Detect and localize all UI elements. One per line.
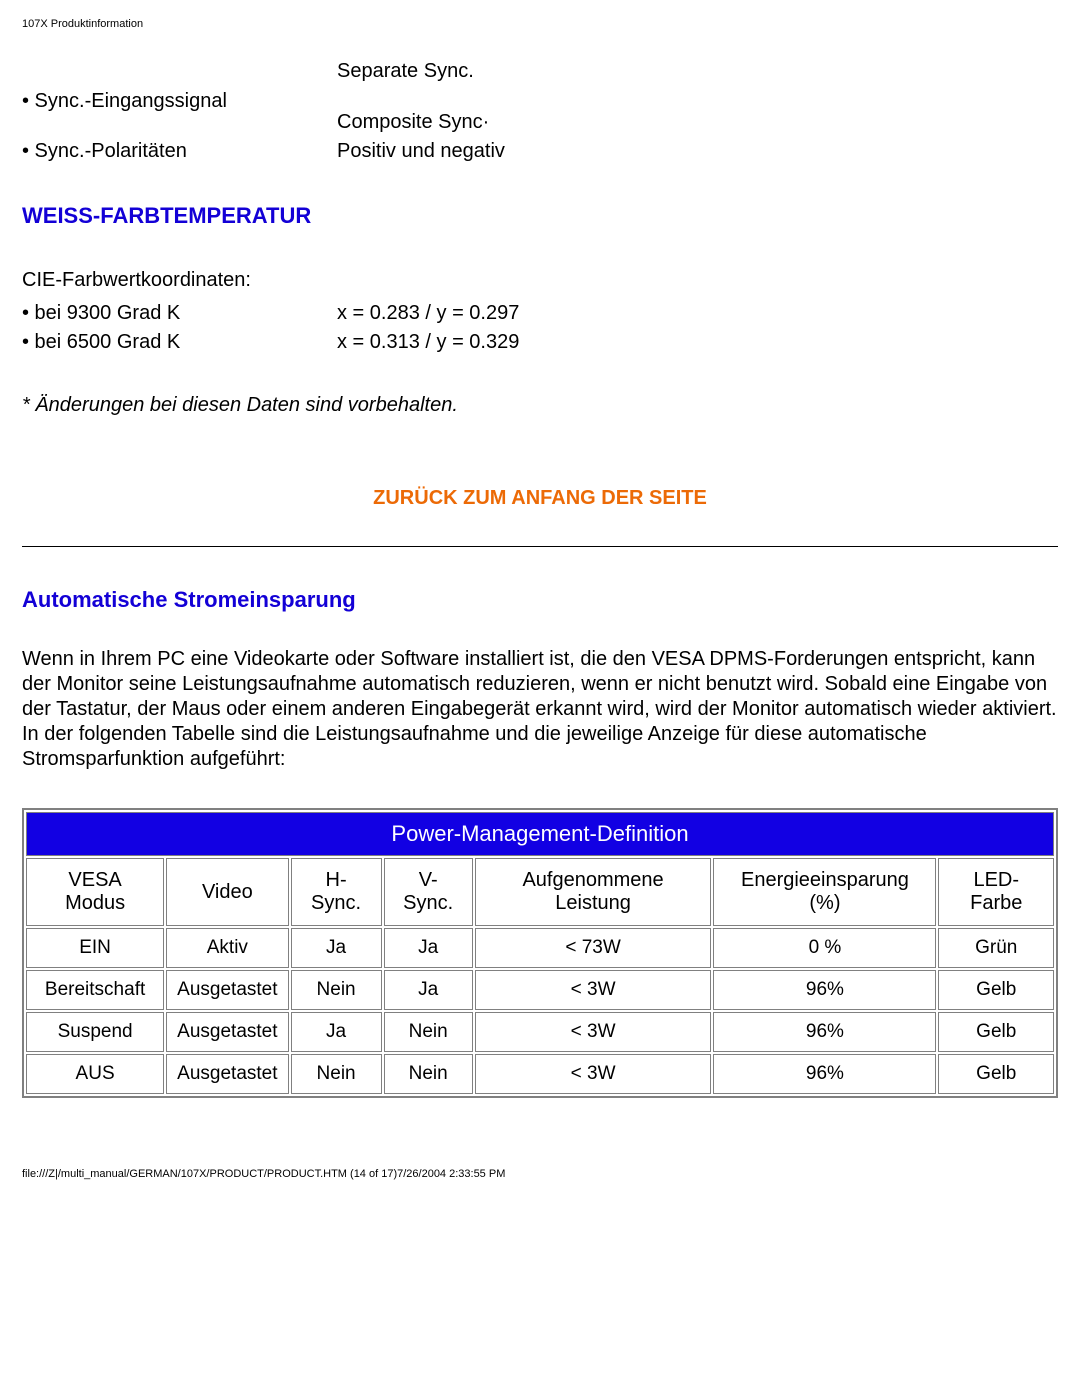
power-management-table: Power-Management-Definition VESA Modus V… bbox=[22, 808, 1058, 1098]
back-to-top-link[interactable]: ZURÜCK ZUM ANFANG DER SEITE bbox=[373, 487, 707, 509]
spec-label: • Sync.-Eingangssignal bbox=[22, 60, 337, 134]
spec-label: • Sync.-Polaritäten bbox=[22, 140, 337, 163]
cell: Nein bbox=[384, 1054, 473, 1094]
cie-row-9300: • bei 9300 Grad K x = 0.283 / y = 0.297 bbox=[22, 302, 1058, 325]
cell: Gelb bbox=[938, 1054, 1054, 1094]
cell: Suspend bbox=[26, 1012, 164, 1052]
heading-auto-power-saving: Automatische Stromeinsparung bbox=[22, 587, 1058, 613]
sync-spec-list: • Sync.-Eingangssignal Separate Sync. Co… bbox=[22, 60, 1058, 163]
col-header: LED-Farbe bbox=[938, 858, 1054, 926]
table-row: Bereitschaft Ausgetastet Nein Ja < 3W 96… bbox=[26, 970, 1054, 1010]
table-header-row: VESA Modus Video H-Sync. V-Sync. Aufgeno… bbox=[26, 858, 1054, 926]
cell: 96% bbox=[713, 1054, 936, 1094]
cell: Nein bbox=[384, 1012, 473, 1052]
power-saving-intro: Wenn in Ihrem PC eine Videokarte oder So… bbox=[22, 647, 1058, 772]
cell: Ja bbox=[384, 970, 473, 1010]
cell: Bereitschaft bbox=[26, 970, 164, 1010]
cell: 96% bbox=[713, 970, 936, 1010]
cell: Ausgetastet bbox=[166, 970, 288, 1010]
cell: AUS bbox=[26, 1054, 164, 1094]
col-header: H-Sync. bbox=[291, 858, 382, 926]
cell: EIN bbox=[26, 928, 164, 968]
cell: Nein bbox=[291, 1054, 382, 1094]
cell: < 3W bbox=[475, 1054, 712, 1094]
cell: Ja bbox=[384, 928, 473, 968]
table-row: EIN Aktiv Ja Ja < 73W 0 % Grün bbox=[26, 928, 1054, 968]
table-row: Suspend Ausgetastet Ja Nein < 3W 96% Gel… bbox=[26, 1012, 1054, 1052]
cell: Gelb bbox=[938, 970, 1054, 1010]
footer-path: file:///Z|/multi_manual/GERMAN/107X/PROD… bbox=[22, 1168, 1058, 1180]
col-header: Energieeinsparung (%) bbox=[713, 858, 936, 926]
table-title-row: Power-Management-Definition bbox=[26, 812, 1054, 856]
col-header: Video bbox=[166, 858, 288, 926]
disclaimer-note: * Änderungen bei diesen Daten sind vorbe… bbox=[22, 394, 1058, 417]
cell: Ja bbox=[291, 928, 382, 968]
col-header: VESA Modus bbox=[26, 858, 164, 926]
cell: Ausgetastet bbox=[166, 1012, 288, 1052]
value-line: Composite Sync· bbox=[337, 111, 1058, 134]
col-header: V-Sync. bbox=[384, 858, 473, 926]
doc-header: 107X Produktinformation bbox=[22, 18, 1058, 30]
cell: < 3W bbox=[475, 970, 712, 1010]
spec-label: • bei 6500 Grad K bbox=[22, 331, 337, 354]
cell: 96% bbox=[713, 1012, 936, 1052]
value-line: Separate Sync. bbox=[337, 60, 1058, 83]
cie-block: CIE-Farbwertkoordinaten: • bei 9300 Grad… bbox=[22, 269, 1058, 354]
spec-value: x = 0.283 / y = 0.297 bbox=[337, 302, 1058, 325]
cell: Nein bbox=[291, 970, 382, 1010]
cell: Ausgetastet bbox=[166, 1054, 288, 1094]
table-title-cell: Power-Management-Definition bbox=[26, 812, 1054, 856]
spec-row-sync-polarity: • Sync.-Polaritäten Positiv und negativ bbox=[22, 140, 1058, 163]
cie-row-6500: • bei 6500 Grad K x = 0.313 / y = 0.329 bbox=[22, 331, 1058, 354]
cell: Grün bbox=[938, 928, 1054, 968]
col-header: Aufgenommene Leistung bbox=[475, 858, 712, 926]
cie-intro: CIE-Farbwertkoordinaten: bbox=[22, 269, 1058, 292]
table-row: AUS Ausgetastet Nein Nein < 3W 96% Gelb bbox=[26, 1054, 1054, 1094]
cell: Gelb bbox=[938, 1012, 1054, 1052]
spec-label: • bei 9300 Grad K bbox=[22, 302, 337, 325]
cell: Ja bbox=[291, 1012, 382, 1052]
spec-value: x = 0.313 / y = 0.329 bbox=[337, 331, 1058, 354]
spec-value: Separate Sync. Composite Sync· bbox=[337, 60, 1058, 134]
spec-row-sync-input: • Sync.-Eingangssignal Separate Sync. Co… bbox=[22, 60, 1058, 134]
cell: < 73W bbox=[475, 928, 712, 968]
back-to-top: ZURÜCK ZUM ANFANG DER SEITE bbox=[22, 487, 1058, 510]
cell: 0 % bbox=[713, 928, 936, 968]
cell: Aktiv bbox=[166, 928, 288, 968]
section-divider bbox=[22, 546, 1058, 547]
cell: < 3W bbox=[475, 1012, 712, 1052]
heading-weiss-farbtemperatur: WEISS-FARBTEMPERATUR bbox=[22, 203, 1058, 229]
spec-value: Positiv und negativ bbox=[337, 140, 1058, 163]
